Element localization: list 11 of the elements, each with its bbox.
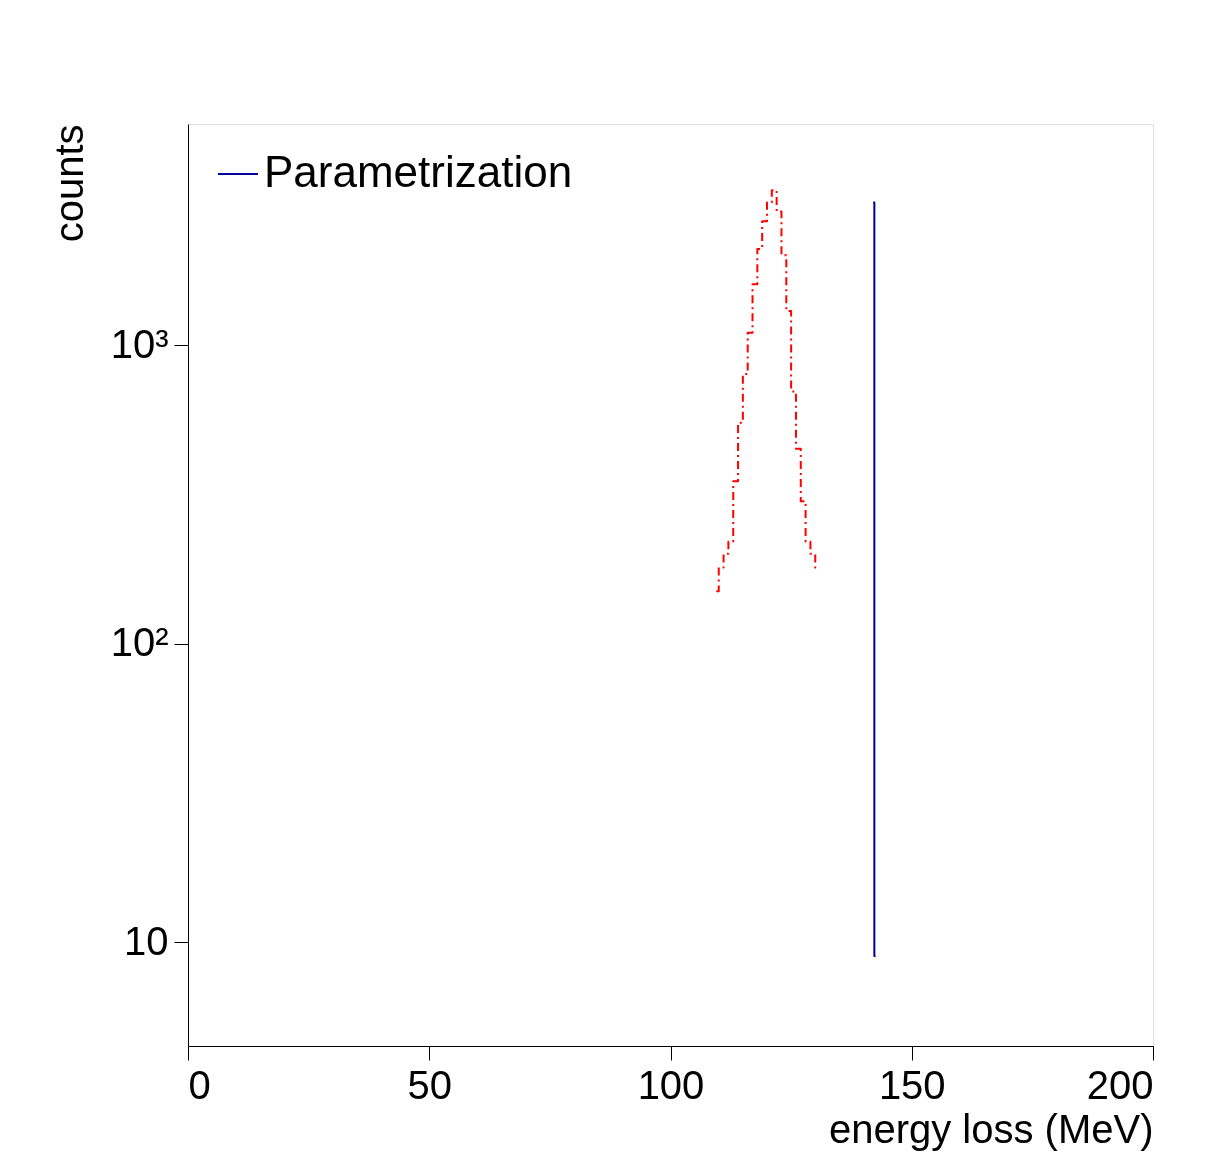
x-tick-label: 200: [1086, 1062, 1154, 1107]
y-axis-title: counts: [46, 124, 91, 243]
x-axis-title: energy loss (MeV): [828, 1106, 1154, 1151]
x-tick-label: 50: [407, 1062, 452, 1107]
x-tick-label: 100: [637, 1062, 705, 1107]
y-tick-label: 10: [124, 918, 169, 963]
x-tick-label: 0: [188, 1062, 211, 1107]
x-tick-label: 150: [878, 1062, 946, 1107]
y-tick-label: 10²: [110, 620, 169, 665]
legend-label: Parametrization: [264, 147, 573, 196]
y-tick-label: 10³: [110, 321, 169, 366]
